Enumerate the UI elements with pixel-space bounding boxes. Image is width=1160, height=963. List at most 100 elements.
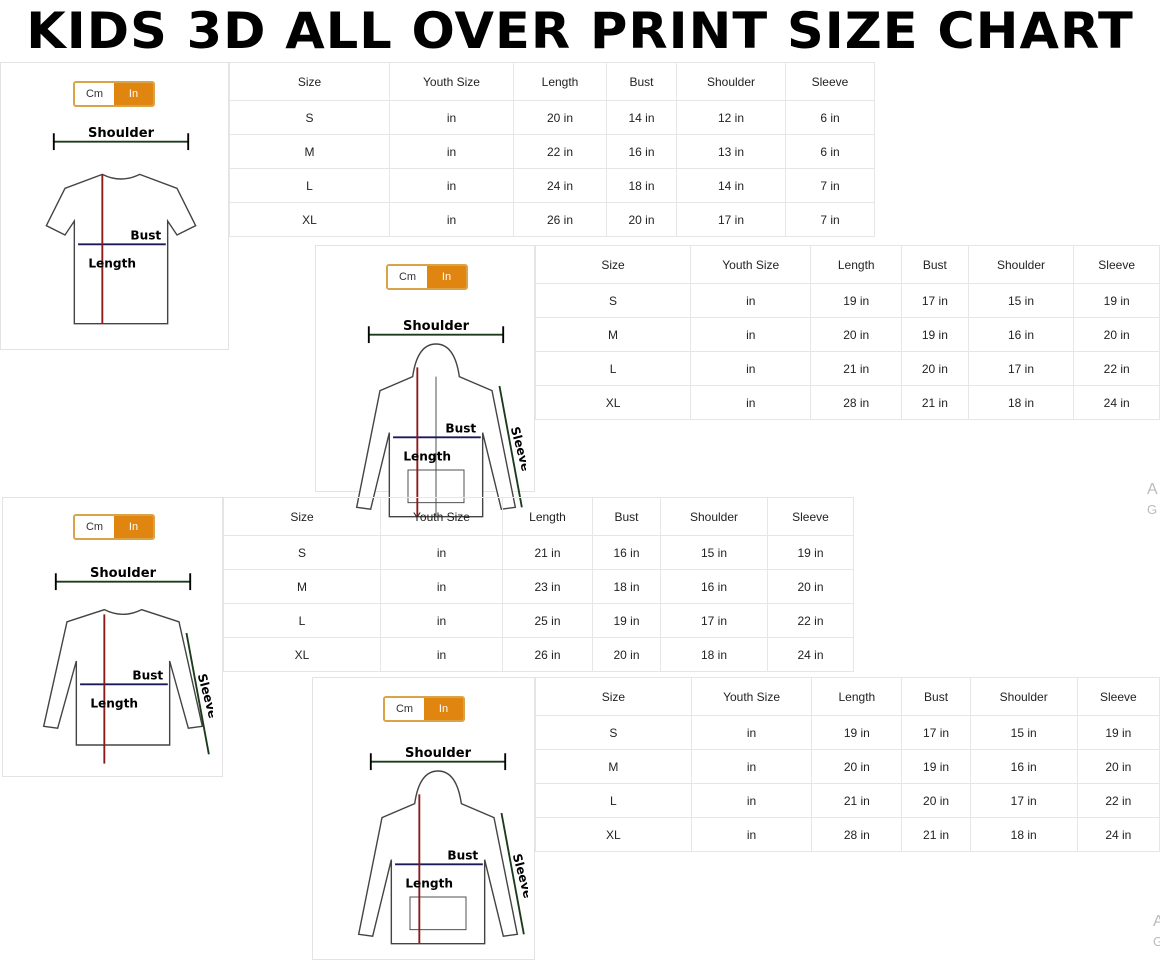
table-cell: in [690,783,813,818]
length-label: Length [90,697,138,711]
table-cell: L [229,168,390,203]
column-header: Sleeve [785,62,875,101]
table-header-row: Size Youth Size Length Bust Shoulder Sleeve [223,497,854,536]
table-cell: 16 in [660,569,768,604]
column-header: Sleeve [767,497,854,536]
table-cell: 21 in [502,535,593,570]
in-option[interactable]: In [424,698,463,720]
table-cell: 24 in [767,637,854,672]
table-header-row: Size Youth Size Length Bust Shoulder Sleeve [229,62,875,101]
in-option[interactable]: In [427,266,466,288]
length-label: Length [88,257,136,271]
length-label: Length [403,450,451,464]
table-header-row: Size Youth Size Length Bust Shoulder Sleeve [535,677,1160,716]
table-cell: in [380,603,503,638]
table-cell: 19 in [1076,715,1160,750]
shoulder-label: Shoulder [90,566,157,581]
garment-diagram: Shoulder Bust Length Sleeve [346,316,533,531]
table-cell: 14 in [606,100,677,135]
table-cell: 17 in [967,351,1075,386]
table-cell: in [389,168,514,203]
table-cell: 22 in [767,603,854,638]
garment-diagram: Shoulder Bust Length Sleeve [348,743,535,958]
table-cell: 19 in [811,715,903,750]
cm-option[interactable]: Cm [388,266,427,288]
unit-toggle[interactable]: Cm In [386,264,468,290]
table-cell: 19 in [901,749,971,784]
column-header: Size [535,677,692,716]
table-cell: 20 in [811,749,903,784]
table-cell: 20 in [513,100,607,135]
table-header-row: Size Youth Size Length Bust Shoulder Sleeve [534,245,1160,284]
column-header: Youth Size [690,677,813,716]
in-option[interactable]: In [114,83,153,105]
table-cell: 15 in [969,715,1078,750]
table-cell: in [389,100,514,135]
table-cell: in [690,351,812,386]
table-cell: 20 in [901,351,969,386]
unit-toggle[interactable]: Cm In [73,514,155,540]
table-cell: in [690,385,812,420]
table-cell: 17 in [660,603,768,638]
table-cell: 18 in [967,385,1075,420]
column-header: Bust [901,677,971,716]
table-cell: 7 in [785,168,875,203]
table-cell: 17 in [901,715,971,750]
garment-image-panel: Cm In Shoulder Bust Length [0,62,229,350]
pullover-hoodie-diagram-icon: Shoulder Bust Length Sleeve [357,746,535,945]
table-cell: 16 in [969,749,1078,784]
table-cell: in [389,134,514,169]
table-cell: 20 in [1073,317,1160,352]
unit-toggle[interactable]: Cm In [383,696,465,722]
table-cell: in [690,283,812,318]
table-cell: 6 in [785,134,875,169]
cm-option[interactable]: Cm [75,516,114,538]
table-cell: 25 in [502,603,593,638]
table-cell: 19 in [592,603,661,638]
table-cell: 20 in [592,637,661,672]
table-cell: 12 in [676,100,786,135]
table-cell: S [535,715,692,750]
table-row: XL in 26 in 20 in 18 in 24 in [223,637,854,672]
table-cell: 22 in [1076,783,1160,818]
table-cell: 24 in [1076,817,1160,852]
page-title: KIDS 3D ALL OVER PRINT SIZE CHART [26,2,1134,60]
in-option[interactable]: In [114,516,153,538]
table-cell: 20 in [901,783,971,818]
table-cell: M [229,134,390,169]
table-cell: 28 in [811,817,903,852]
table-cell: 15 in [967,283,1075,318]
table-cell: 21 in [811,783,903,818]
shoulder-label: Shoulder [403,319,470,334]
table-cell: 19 in [767,535,854,570]
table-cell: in [690,749,813,784]
unit-toggle[interactable]: Cm In [73,81,155,107]
table-cell: 24 in [513,168,607,203]
table-cell: XL [534,385,692,420]
column-header: Size [223,497,381,536]
column-header: Youth Size [690,245,812,284]
table-cell: 14 in [676,168,786,203]
column-header: Shoulder [660,497,768,536]
table-cell: in [380,569,503,604]
table-cell: L [535,783,692,818]
cm-option[interactable]: Cm [385,698,424,720]
table-cell: 21 in [901,817,971,852]
cm-option[interactable]: Cm [75,83,114,105]
table-cell: 16 in [592,535,661,570]
table-cell: 13 in [676,134,786,169]
table-cell: 17 in [901,283,969,318]
table-cell: 20 in [810,317,903,352]
column-header: Size [534,245,692,284]
table-cell: 26 in [513,202,607,237]
table-cell: 23 in [502,569,593,604]
table-cell: L [534,351,692,386]
